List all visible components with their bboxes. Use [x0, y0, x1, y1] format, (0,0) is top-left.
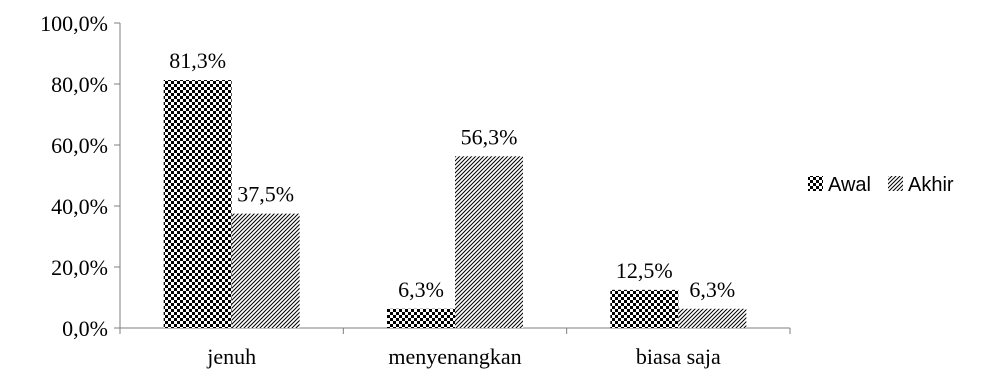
data-labels: 81,3% 37,5% 6,3% 56,3% 12,5% 6,3%: [169, 48, 735, 302]
bar-awal-2: [610, 289, 679, 328]
data-label: 56,3%: [461, 124, 518, 149]
x-tick-label: menyenangkan: [388, 344, 521, 369]
legend-label: Akhir: [908, 174, 954, 196]
bar-akhir-1: [455, 156, 523, 328]
legend-swatch-awal: [808, 176, 823, 191]
y-tick-label: 80,0%: [51, 72, 108, 97]
bar-akhir-0: [231, 213, 300, 328]
legend-swatch-akhir: [888, 176, 903, 191]
y-tick-label: 60,0%: [51, 133, 108, 158]
legend: Awal Akhir: [808, 174, 954, 196]
y-tick-label: 20,0%: [51, 255, 108, 280]
x-tick-label: jenuh: [206, 344, 256, 369]
data-label: 81,3%: [169, 48, 226, 73]
bar-awal-1: [387, 308, 455, 328]
y-tick-label: 100,0%: [40, 11, 108, 36]
y-tick-label: 0,0%: [62, 316, 108, 341]
legend-label: Awal: [828, 174, 871, 196]
data-label: 6,3%: [398, 277, 444, 302]
x-tick-label: biasa saja: [636, 344, 721, 369]
y-tick-label: 40,0%: [51, 194, 108, 219]
data-label: 12,5%: [616, 258, 673, 283]
bar-awal-0: [163, 80, 232, 328]
data-label: 6,3%: [689, 277, 735, 302]
axes: 0,0% 20,0% 40,0% 60,0% 80,0% 100,0% jenuh menye…: [40, 11, 791, 369]
bar-akhir-2: [678, 308, 747, 328]
data-label: 37,5%: [237, 182, 294, 207]
bars: [163, 80, 747, 328]
